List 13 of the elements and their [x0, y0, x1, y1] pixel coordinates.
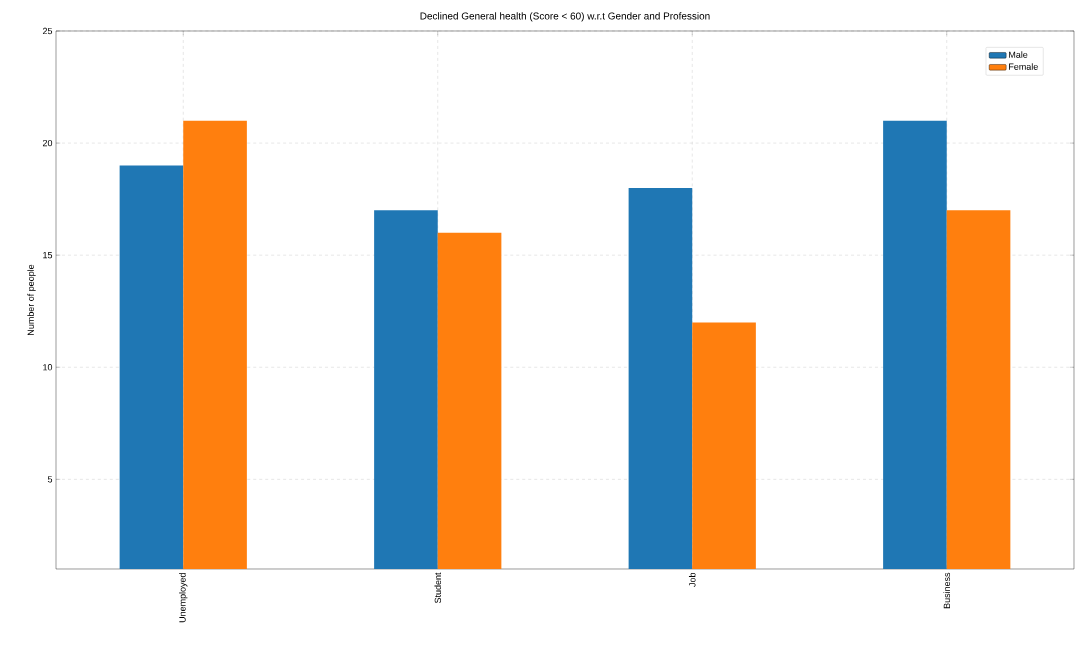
y-axis-title: Number of people [27, 264, 36, 335]
chart-title: Declined General health (Score < 60) w.r.t Gender and Profession [420, 12, 710, 22]
y-tick-label: 15 [43, 252, 53, 259]
legend-label: Female [1009, 63, 1038, 70]
y-tick-label: 5 [47, 476, 53, 483]
x-tick-label: Unemployed [179, 573, 188, 623]
x-tick-label: Student [434, 572, 442, 604]
legend-label: Male [1009, 51, 1028, 58]
y-tick-label: 20 [42, 139, 53, 147]
x-tick-label: Business [943, 572, 951, 609]
y-tick-label: 10 [43, 364, 53, 371]
x-tick-label: Job [688, 572, 696, 587]
y-tick-label: 25 [42, 27, 53, 35]
